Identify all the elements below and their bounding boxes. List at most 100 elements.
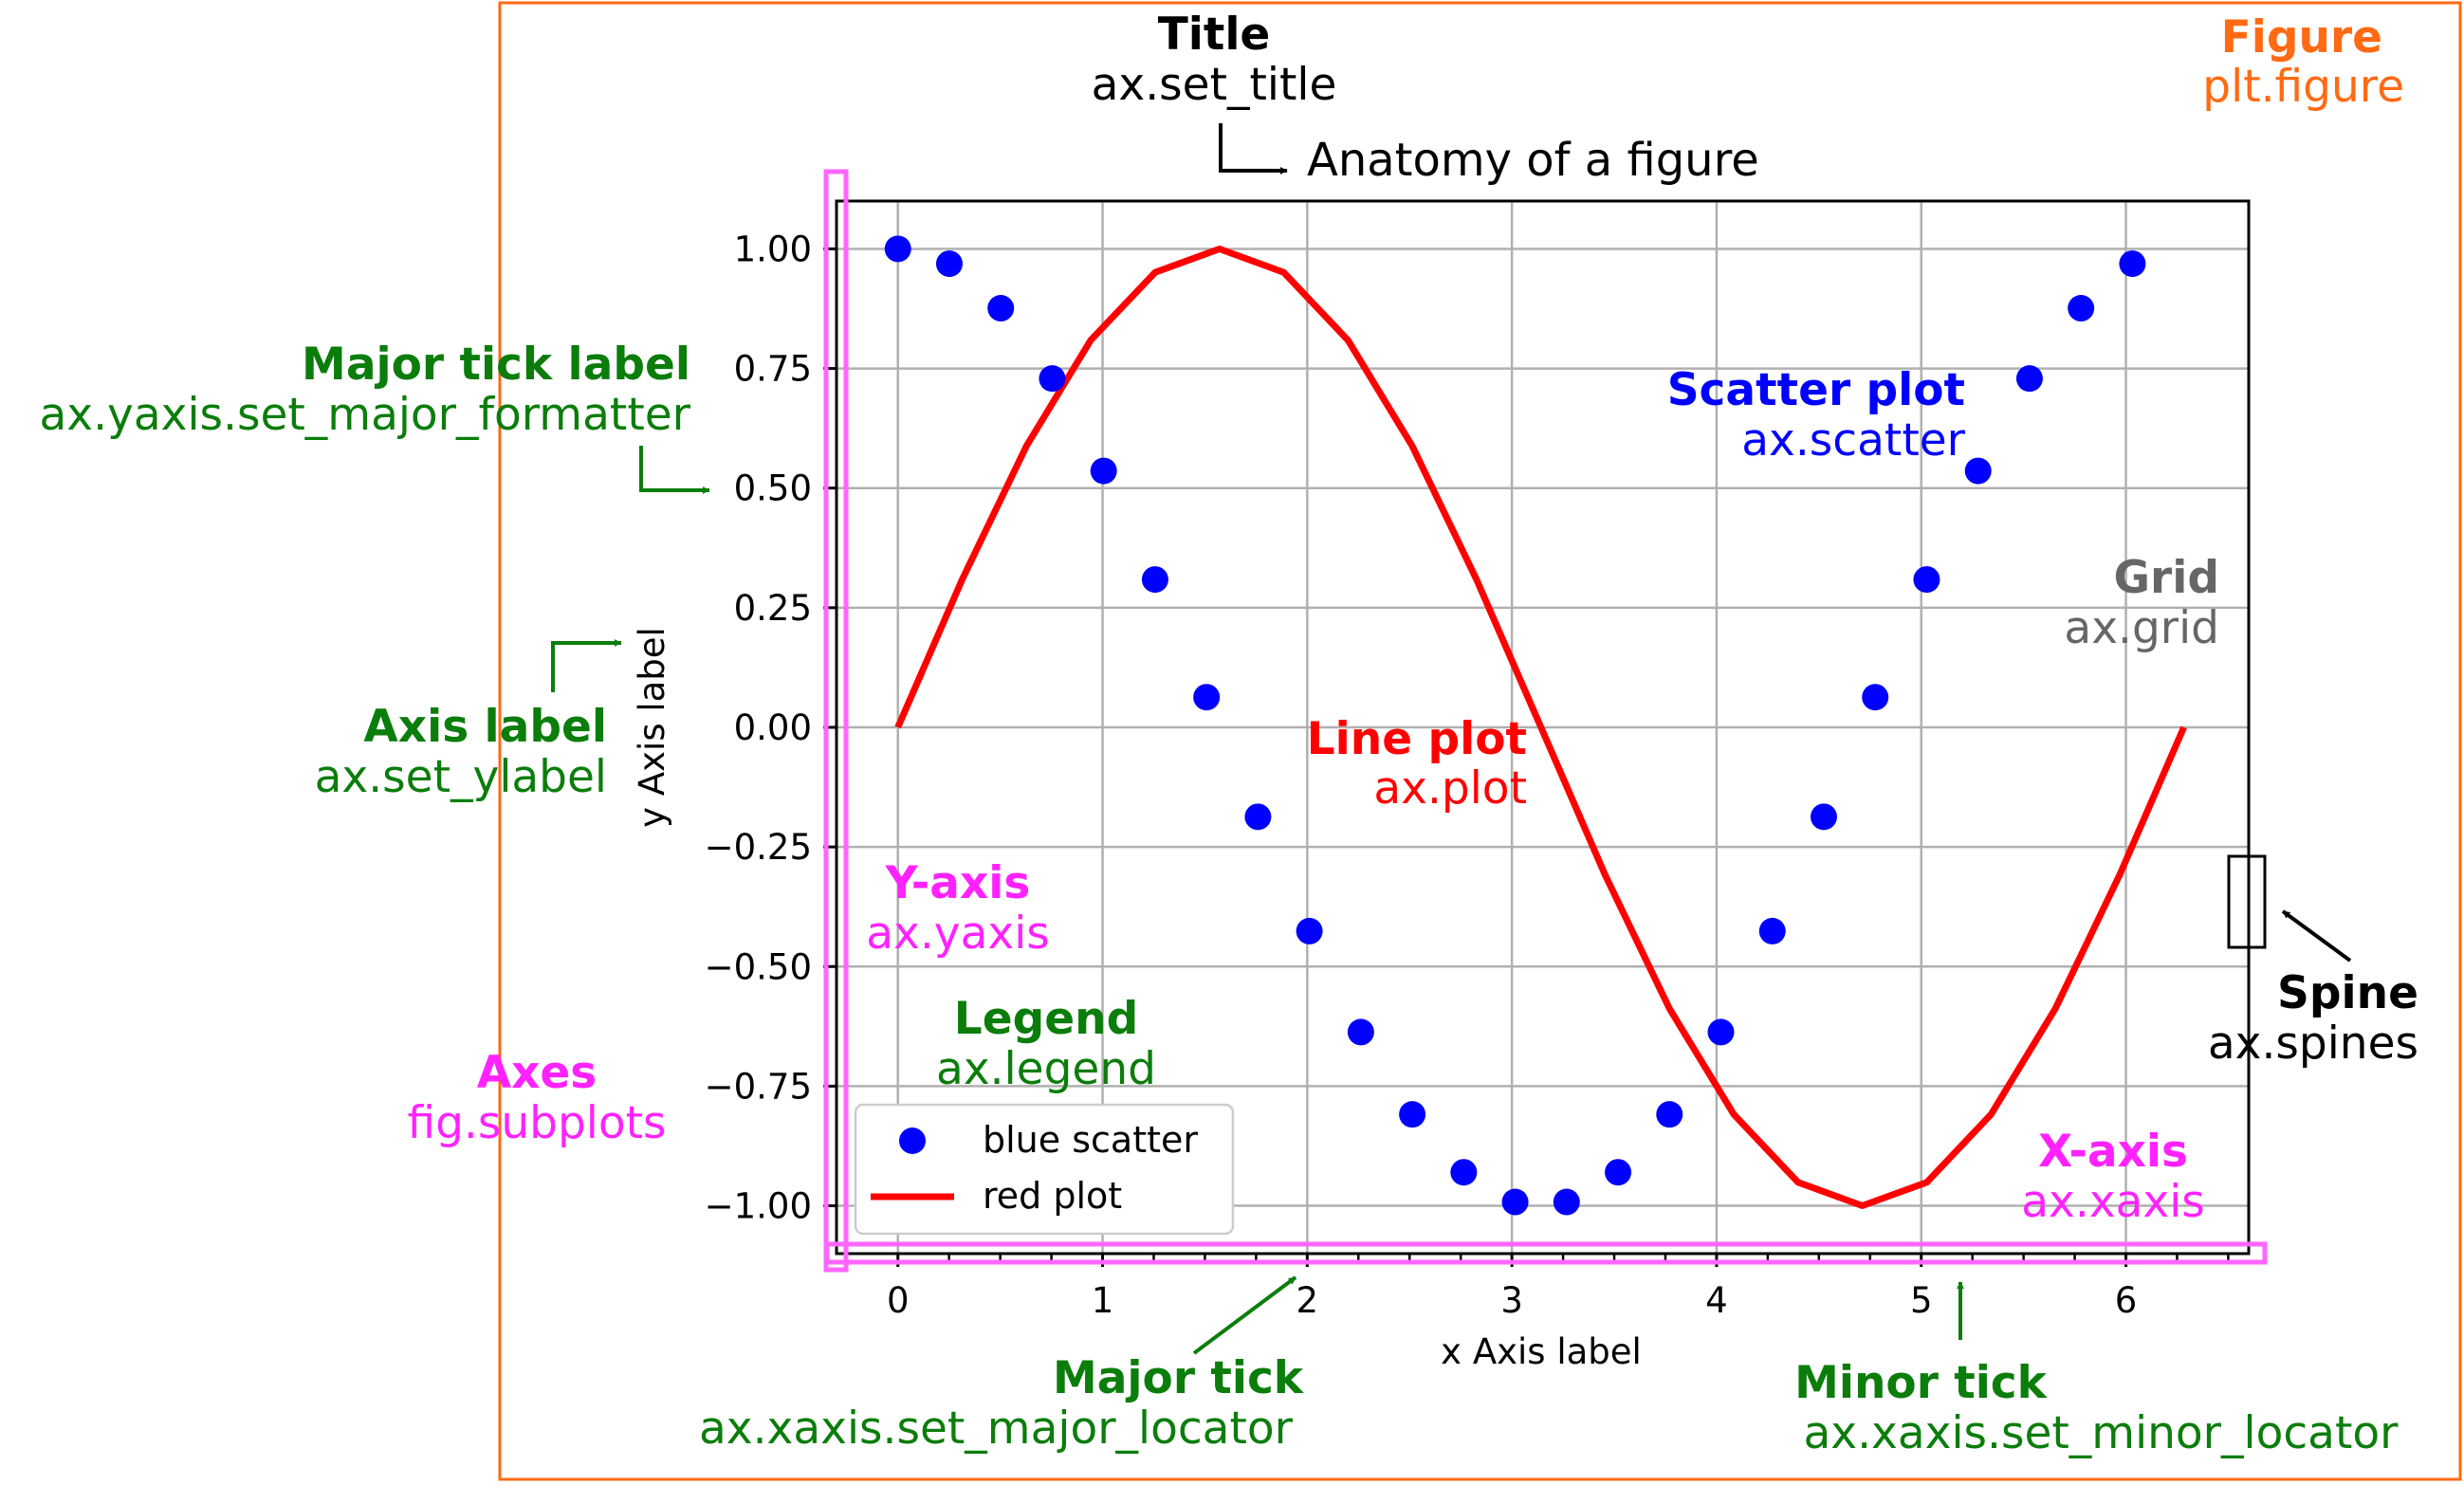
x-tick-label-4: 4 bbox=[1705, 1280, 1728, 1321]
scatter-point-17 bbox=[1758, 917, 1786, 944]
red-plot-line bbox=[894, 246, 2187, 1209]
svg-text:ax.xaxis: ax.xaxis bbox=[2021, 1176, 2205, 1228]
scatter-point-4 bbox=[1090, 457, 1117, 485]
scatter-point-20 bbox=[1913, 566, 1940, 594]
annotation-grid: Grid ax.grid bbox=[2064, 552, 2219, 654]
scatter-point-13 bbox=[1553, 1188, 1580, 1216]
scatter-point-5 bbox=[1141, 566, 1168, 594]
y-tick-label-4: 0.00 bbox=[734, 707, 812, 748]
major-tick-arrow bbox=[1192, 1275, 1297, 1355]
scatter-point-8 bbox=[1296, 917, 1323, 944]
scatter-point-18 bbox=[1810, 803, 1837, 831]
figure-frame bbox=[498, 1, 2462, 1481]
annotation-axis-label: Axis label ax.set_ylabel bbox=[315, 701, 607, 803]
spine-highlight-box bbox=[2227, 854, 2267, 949]
legend-label-scatter: blue scatter bbox=[983, 1119, 1198, 1161]
svg-text:Line plot: Line plot bbox=[1307, 713, 1527, 765]
scatter-point-10 bbox=[1399, 1101, 1426, 1128]
x-axis-highlight-box bbox=[824, 1241, 2268, 1265]
svg-text:ax.xaxis.set_major_locator: ax.xaxis.set_major_locator bbox=[699, 1402, 1294, 1455]
svg-text:Scatter plot: Scatter plot bbox=[1667, 364, 1965, 416]
svg-text:Legend: Legend bbox=[954, 993, 1138, 1045]
scatter-point-19 bbox=[1862, 684, 1889, 711]
svg-text:Major tick label: Major tick label bbox=[302, 339, 690, 391]
scatter-point-14 bbox=[1605, 1159, 1632, 1186]
title-arrow bbox=[1219, 123, 1288, 174]
scatter-point-11 bbox=[1450, 1159, 1478, 1186]
y-tick-label-0: 1.00 bbox=[734, 229, 812, 269]
legend-label-line: red plot bbox=[983, 1175, 1122, 1217]
svg-text:ax.yaxis.set_major_formatter: ax.yaxis.set_major_formatter bbox=[39, 389, 690, 441]
blue-scatter-points bbox=[884, 235, 2146, 1216]
svg-text:ax.yaxis: ax.yaxis bbox=[866, 908, 1050, 960]
scatter-point-15 bbox=[1656, 1101, 1683, 1128]
y-tick-label-5: −0.25 bbox=[705, 827, 812, 868]
scatter-point-23 bbox=[2068, 295, 2095, 322]
svg-text:Axes: Axes bbox=[477, 1047, 598, 1099]
svg-text:Major tick: Major tick bbox=[1053, 1352, 1305, 1404]
svg-text:fig.subplots: fig.subplots bbox=[407, 1097, 666, 1149]
annotation-y-axis: Y-axis ax.yaxis bbox=[866, 857, 1050, 960]
x-axis-ticks: 0 1 2 3 4 5 6 bbox=[845, 1254, 2230, 1321]
svg-text:ax.set_ylabel: ax.set_ylabel bbox=[315, 751, 607, 803]
annotation-axes: Axes fig.subplots bbox=[407, 1047, 666, 1149]
scatter-point-24 bbox=[2119, 250, 2146, 278]
x-tick-label-0: 0 bbox=[887, 1280, 910, 1321]
spine-arrow bbox=[2281, 909, 2352, 962]
svg-text:ax.grid: ax.grid bbox=[2064, 602, 2219, 654]
scatter-point-21 bbox=[1964, 457, 1992, 485]
legend: blue scatter red plot bbox=[854, 1103, 1235, 1236]
y-axis-highlight-box bbox=[823, 169, 849, 1273]
major-tick-label-arrow bbox=[639, 446, 710, 494]
chart-title: Anatomy of a figure bbox=[1307, 134, 1759, 187]
scatter-point-0 bbox=[884, 235, 911, 263]
legend-scatter-marker bbox=[899, 1128, 926, 1154]
scatter-point-3 bbox=[1039, 365, 1066, 393]
svg-text:Minor tick: Minor tick bbox=[1794, 1357, 2049, 1409]
y-axis-label: y Axis label bbox=[632, 627, 672, 828]
svg-text:Axis label: Axis label bbox=[363, 701, 607, 753]
annotation-major-tick: Major tick ax.xaxis.set_major_locator bbox=[699, 1352, 1305, 1455]
svg-text:ax.legend: ax.legend bbox=[936, 1043, 1156, 1095]
y-tick-label-3: 0.25 bbox=[734, 588, 812, 629]
y-tick-label-1: 0.75 bbox=[734, 349, 812, 390]
y-tick-label-6: −0.50 bbox=[705, 946, 812, 987]
x-axis-label: x Axis label bbox=[1441, 1331, 1642, 1372]
y-tick-label-8: −1.00 bbox=[705, 1186, 812, 1227]
scatter-point-2 bbox=[987, 295, 1015, 322]
svg-text:Figure: Figure bbox=[2221, 11, 2382, 64]
svg-text:ax.spines: ax.spines bbox=[2208, 1018, 2418, 1070]
annotation-title: Title ax.set_title bbox=[1092, 9, 1337, 111]
svg-text:ax.set_title: ax.set_title bbox=[1092, 59, 1337, 111]
legend-box bbox=[854, 1103, 1235, 1236]
annotation-minor-tick: Minor tick ax.xaxis.set_minor_locator bbox=[1794, 1357, 2399, 1459]
svg-text:X-axis: X-axis bbox=[2038, 1126, 2188, 1178]
scatter-point-6 bbox=[1193, 684, 1221, 711]
annotation-spine: Spine ax.spines bbox=[2208, 967, 2418, 1070]
annotation-legend: Legend ax.legend bbox=[936, 993, 1156, 1095]
svg-text:ax.xaxis.set_minor_locator: ax.xaxis.set_minor_locator bbox=[1804, 1407, 2400, 1459]
y-tick-label-2: 0.50 bbox=[734, 468, 812, 509]
svg-text:ax.plot: ax.plot bbox=[1373, 762, 1527, 815]
scatter-point-7 bbox=[1244, 803, 1272, 831]
svg-text:Title: Title bbox=[1158, 9, 1271, 61]
svg-text:ax.scatter: ax.scatter bbox=[1741, 414, 1965, 467]
annotation-major-tick-label: Major tick label ax.yaxis.set_major_form… bbox=[39, 339, 690, 441]
x-tick-label-6: 6 bbox=[2115, 1280, 2138, 1321]
svg-text:Grid: Grid bbox=[2113, 552, 2219, 604]
x-tick-label-1: 1 bbox=[1092, 1280, 1114, 1321]
svg-text:Y-axis: Y-axis bbox=[885, 857, 1031, 909]
scatter-point-16 bbox=[1707, 1018, 1735, 1046]
y-tick-label-7: −0.75 bbox=[705, 1066, 812, 1107]
annotation-scatter-plot: Scatter plot ax.scatter bbox=[1667, 364, 1966, 467]
annotation-line-plot: Line plot ax.plot bbox=[1307, 713, 1527, 815]
axis-label-arrow bbox=[551, 639, 622, 692]
svg-text:Spine: Spine bbox=[2277, 967, 2418, 1019]
svg-text:plt.figure: plt.figure bbox=[2202, 61, 2404, 113]
annotation-x-axis: X-axis ax.xaxis bbox=[2021, 1126, 2205, 1228]
x-tick-label-5: 5 bbox=[1910, 1280, 1933, 1321]
annotation-figure: Figure plt.figure bbox=[2202, 11, 2404, 113]
scatter-point-1 bbox=[935, 250, 963, 278]
scatter-point-12 bbox=[1501, 1188, 1529, 1216]
